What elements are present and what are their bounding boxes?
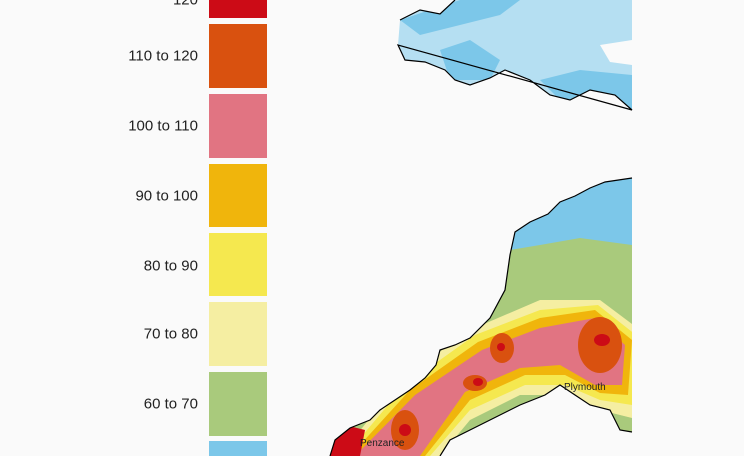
legend: 120 110 to 120 100 to 110 90 to 100 80 t… <box>0 0 280 456</box>
southwest-coastline <box>329 177 633 456</box>
legend-swatch <box>209 441 267 456</box>
legend-swatch <box>209 24 267 88</box>
legend-label: 120 <box>172 0 198 9</box>
legend-swatch <box>209 372 267 436</box>
place-plymouth: Plymouth <box>564 382 606 393</box>
legend-swatch <box>209 94 267 158</box>
southwest-region <box>330 178 632 456</box>
legend-swatch <box>209 233 267 296</box>
legend-label: 60 to 70 <box>143 395 198 413</box>
legend-label: 70 to 80 <box>143 325 198 343</box>
legend-label: 100 to 110 <box>128 117 198 135</box>
legend-swatch <box>209 164 267 227</box>
place-penzance: Penzance <box>360 438 405 449</box>
legend-label: 90 to 100 <box>135 187 198 205</box>
wales-coastline <box>396 0 633 111</box>
legend-label: 110 to 120 <box>128 47 198 65</box>
legend-swatch <box>209 302 267 366</box>
legend-swatch <box>209 0 267 18</box>
legend-label: 80 to 90 <box>143 257 198 275</box>
